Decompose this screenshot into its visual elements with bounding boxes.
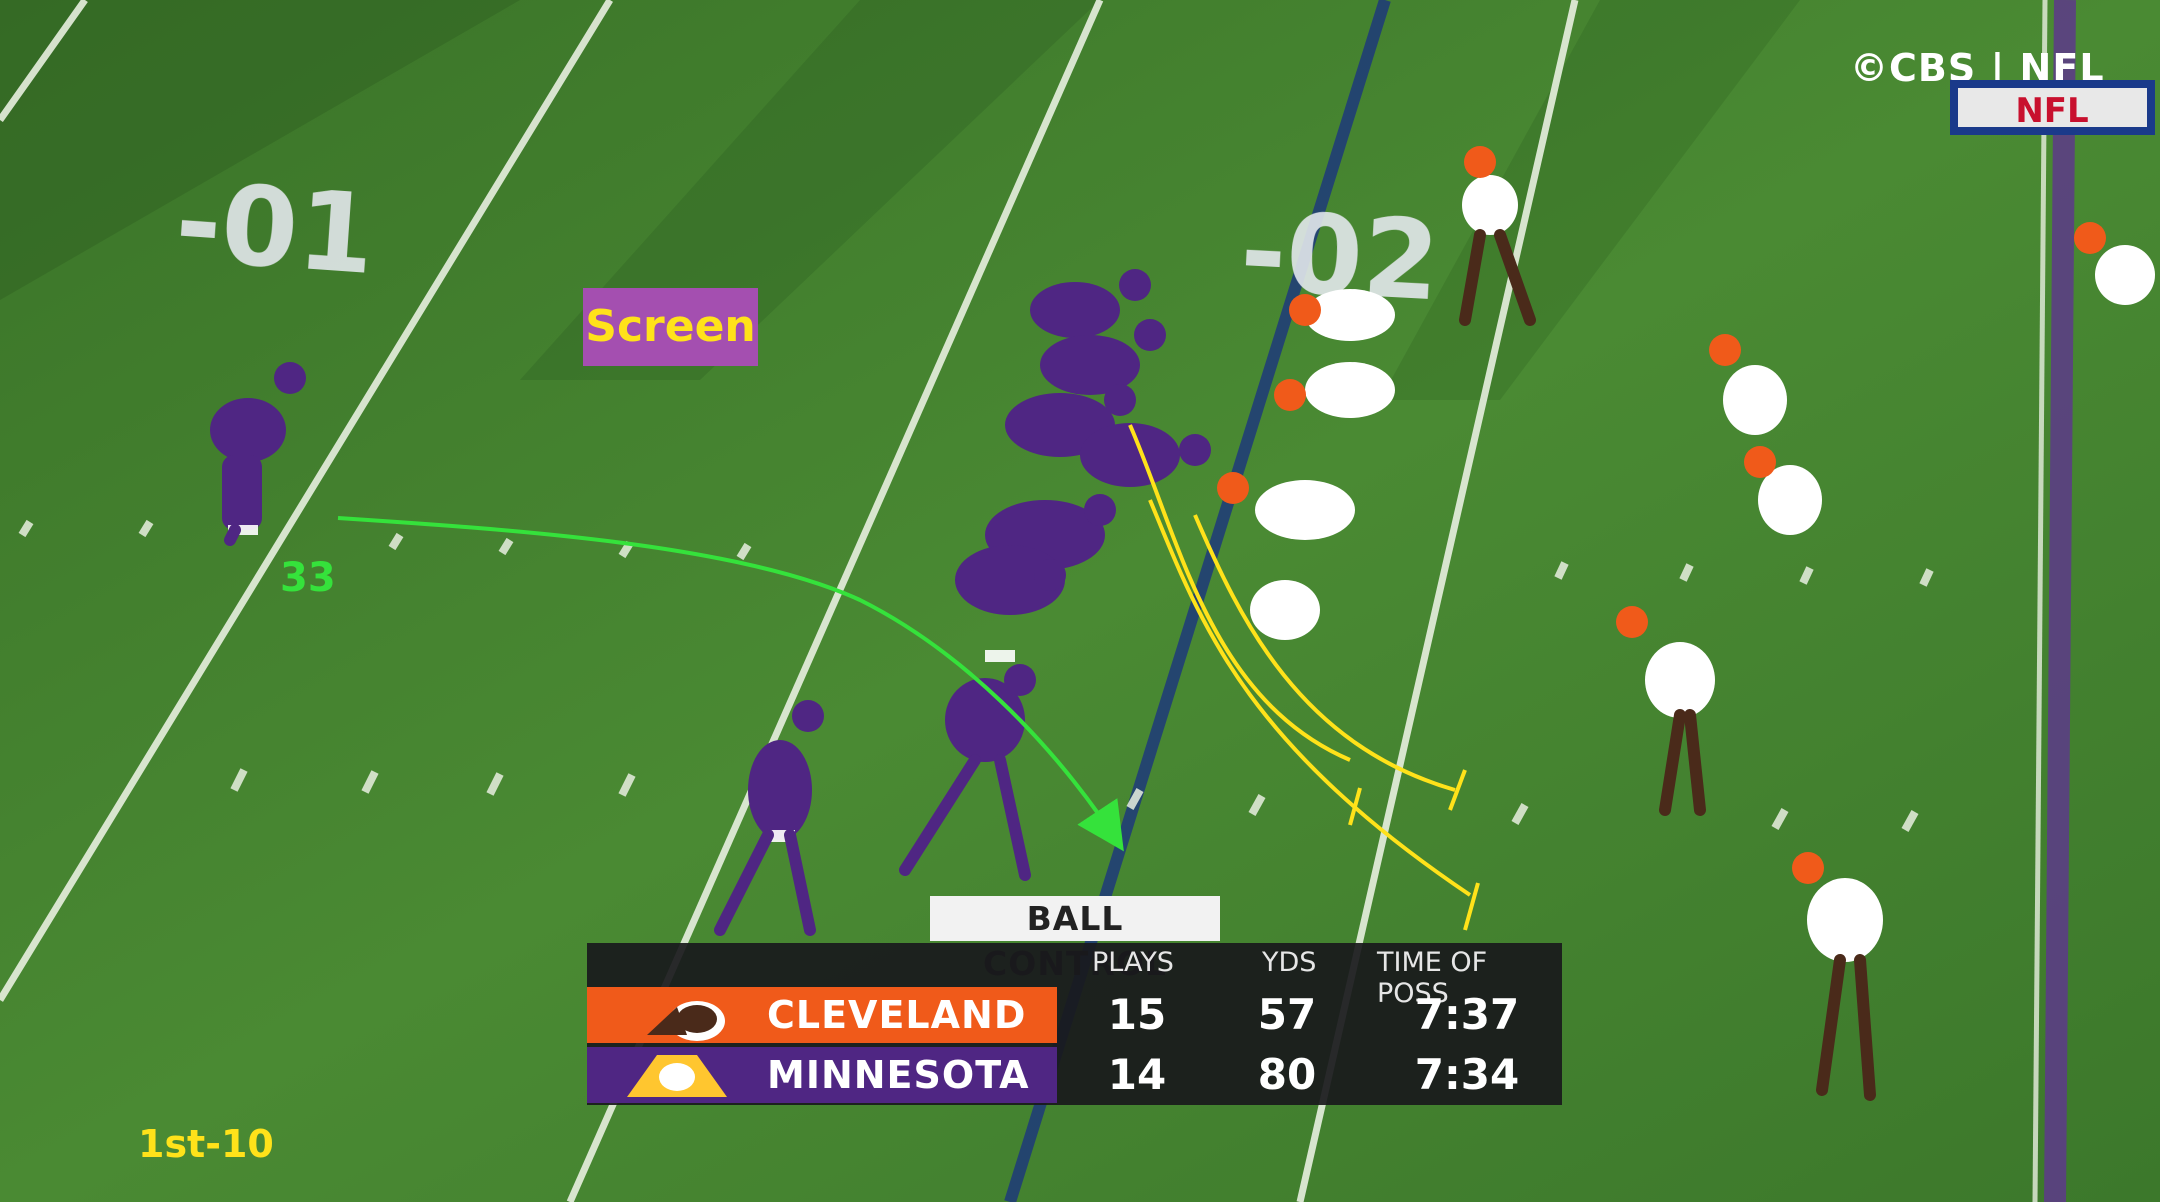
plays-minnesota: 14: [1107, 1050, 1167, 1099]
team-name-minnesota: MINNESOTA: [767, 1053, 1030, 1097]
yds-cleveland: 57: [1257, 990, 1317, 1039]
header-time-of-poss: TIME OF POSS: [1377, 947, 1488, 1009]
down-distance-label: 1st-10: [138, 1122, 274, 1166]
yds-minnesota: 80: [1257, 1050, 1317, 1099]
blocking-lines: [1128, 424, 1480, 931]
time-cleveland: 7:37: [1414, 990, 1520, 1039]
plays-cleveland: 15: [1107, 990, 1167, 1039]
vikings-logo-icon: [587, 1047, 752, 1103]
team-row-cleveland: CLEVELAND 15 57 7:37: [587, 987, 1562, 1043]
field-number-left: -01: [172, 157, 379, 299]
play-tag-screen: Screen: [583, 288, 758, 366]
team-name-cleveland: CLEVELAND: [767, 993, 1027, 1037]
svg-text:NFL: NFL: [2015, 91, 2088, 131]
browns-logo-icon: [587, 987, 752, 1043]
browns-players: [1217, 146, 2155, 1101]
vikings-players: [210, 269, 1211, 936]
ball-control-scoreboard: PLAYS YDS TIME OF POSS CLEVELAND 15 57 7…: [587, 943, 1562, 1105]
header-yds: YDS: [1262, 947, 1317, 978]
team-bar-cleveland: CLEVELAND: [587, 987, 1057, 1043]
nfl-logo-icon: NFL: [1950, 80, 2155, 135]
scoreboard-title: BALL CONTROL: [930, 896, 1220, 983]
time-minnesota: 7:34: [1414, 1050, 1520, 1099]
player-number-label: 33: [280, 555, 336, 601]
header-plays: PLAYS: [1092, 947, 1174, 978]
team-bar-minnesota: MINNESOTA: [587, 1047, 1057, 1103]
screen-route-arrow: [337, 516, 1124, 852]
team-row-minnesota: MINNESOTA 14 80 7:34: [587, 1047, 1562, 1103]
